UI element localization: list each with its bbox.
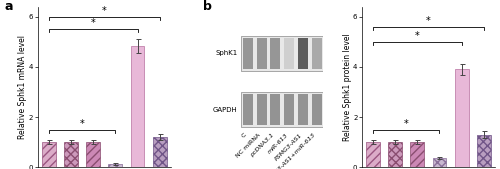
Bar [64, 142, 78, 167]
Bar [256, 38, 266, 69]
Bar [298, 94, 308, 125]
Bar [256, 94, 266, 125]
Bar [270, 38, 280, 69]
Bar [298, 38, 308, 69]
Text: *: * [426, 16, 430, 26]
Bar [243, 94, 252, 125]
Bar [312, 94, 322, 125]
Text: NC miRNA: NC miRNA [235, 132, 262, 158]
Bar [477, 135, 491, 167]
Bar [312, 38, 322, 69]
Bar [241, 92, 324, 127]
Bar [366, 142, 380, 167]
Text: b: b [204, 0, 212, 13]
Text: miR-613: miR-613 [267, 132, 289, 154]
Bar [108, 164, 122, 167]
Bar [153, 137, 166, 167]
Text: *: * [404, 119, 408, 129]
Bar [284, 38, 294, 69]
Bar [410, 142, 424, 167]
Bar [454, 69, 468, 167]
Bar [86, 142, 100, 167]
Text: pcDNA3.1: pcDNA3.1 [250, 132, 276, 158]
Bar [42, 142, 56, 167]
Bar [432, 158, 446, 167]
Bar [130, 46, 144, 167]
Text: C: C [241, 132, 248, 139]
Text: *: * [102, 6, 106, 16]
Text: *: * [90, 18, 96, 28]
Bar [241, 36, 324, 71]
Text: GAPDH: GAPDH [213, 106, 238, 113]
Y-axis label: Relative Sphk1 protein level: Relative Sphk1 protein level [342, 33, 351, 141]
Bar [388, 142, 402, 167]
Bar [270, 94, 280, 125]
Text: PSMG3-AS1: PSMG3-AS1 [274, 132, 303, 161]
Text: a: a [4, 0, 12, 13]
Bar [243, 38, 252, 69]
Text: *: * [415, 31, 420, 41]
Text: PSMG3-AS1+miR-613: PSMG3-AS1+miR-613 [265, 132, 317, 169]
Y-axis label: Relative Sphk1 mRNA level: Relative Sphk1 mRNA level [18, 35, 28, 139]
Text: *: * [80, 119, 84, 129]
Text: SphK1: SphK1 [216, 50, 238, 56]
Bar [284, 94, 294, 125]
